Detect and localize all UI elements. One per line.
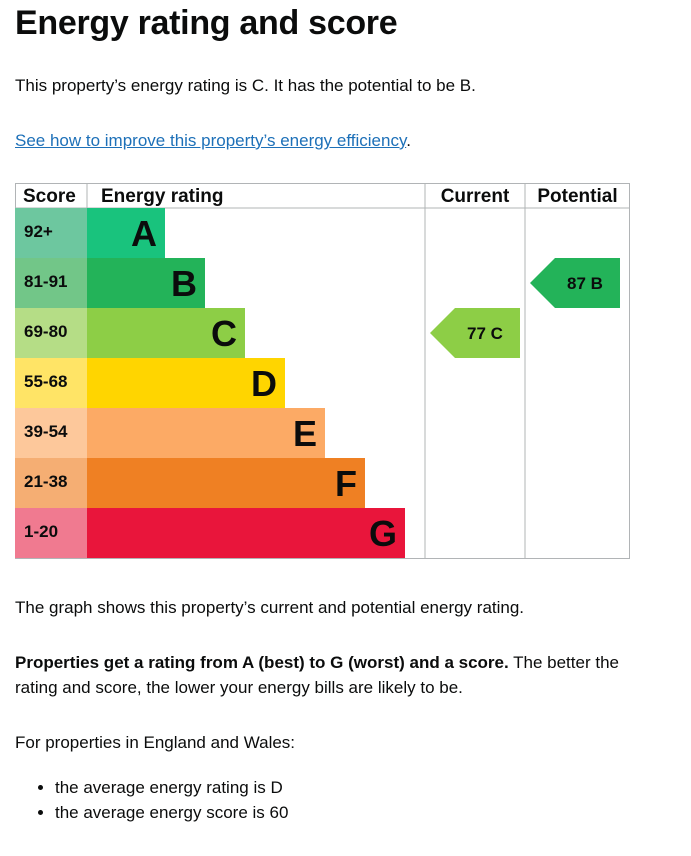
improve-efficiency-link[interactable]: See how to improve this property’s energ…	[15, 131, 407, 150]
rating-explanation: Properties get a rating from A (best) to…	[15, 650, 655, 700]
rating-summary: This property’s energy rating is C. It h…	[15, 76, 476, 95]
current-rating-label: 77 C	[467, 324, 503, 343]
score-cell-a	[15, 208, 87, 258]
chart-arrows: 77 C 87 B	[430, 258, 620, 358]
rating-explanation-bold: Properties get a rating from A (best) to…	[15, 653, 509, 672]
rating-explanation-rest: The better the rating and score, the low…	[15, 653, 619, 697]
score-cell-c	[15, 308, 87, 358]
band-letter: D	[251, 363, 277, 404]
graph-description: The graph shows this property’s current …	[15, 598, 525, 617]
band-letter: E	[293, 413, 317, 454]
score-cell-b	[15, 258, 87, 308]
potential-rating-arrow	[530, 258, 620, 308]
score-range-label: 92+	[24, 222, 53, 241]
header-potential: Potential	[537, 186, 617, 207]
list-item: the average energy rating is D	[55, 775, 288, 800]
band-bar-d	[87, 358, 285, 408]
potential-rating-label: 87 B	[567, 274, 603, 293]
band-bar-b	[87, 258, 205, 308]
score-range-label: 39-54	[24, 422, 68, 441]
band-bar-a	[87, 208, 165, 258]
header-current: Current	[441, 186, 510, 207]
band-letter: G	[369, 513, 397, 554]
regional-intro: For properties in England and Wales:	[15, 733, 296, 752]
score-cell-g	[15, 508, 87, 558]
score-range-label: 81-91	[24, 272, 67, 291]
page-title: Energy rating and score	[15, 4, 398, 42]
band-bar-e	[87, 408, 325, 458]
energy-rating-chart: Score Energy rating Current Potential 92+ A 8…	[15, 183, 630, 559]
band-letter: A	[131, 213, 157, 254]
list-item: the average energy score is 60	[55, 800, 288, 825]
band-bar-c	[87, 308, 245, 358]
score-range-label: 69-80	[24, 322, 67, 341]
score-cell-d	[15, 358, 87, 408]
chart-bands: 92+ A 81-91 B 69-80 C 55-68 D 39-54 E 21-38 F 1-20 G	[15, 208, 405, 558]
score-cell-f	[15, 458, 87, 508]
band-letter: F	[335, 463, 357, 504]
header-energy-rating: Energy rating	[101, 186, 223, 207]
band-bar-f	[87, 458, 365, 508]
band-bar-g	[87, 508, 405, 558]
improve-paragraph: See how to improve this property’s energ…	[15, 128, 411, 153]
score-range-label: 21-38	[24, 472, 67, 491]
average-list: the average energy rating is D the avera…	[15, 775, 288, 825]
current-rating-arrow	[430, 308, 520, 358]
header-score: Score	[23, 186, 76, 207]
improve-link-suffix: .	[406, 131, 411, 150]
score-range-label: 1-20	[24, 522, 58, 541]
chart-headers: Score Energy rating Current Potential	[23, 186, 618, 207]
score-cell-e	[15, 408, 87, 458]
band-letter: B	[171, 263, 197, 304]
band-letter: C	[211, 313, 237, 354]
score-range-label: 55-68	[24, 372, 67, 391]
